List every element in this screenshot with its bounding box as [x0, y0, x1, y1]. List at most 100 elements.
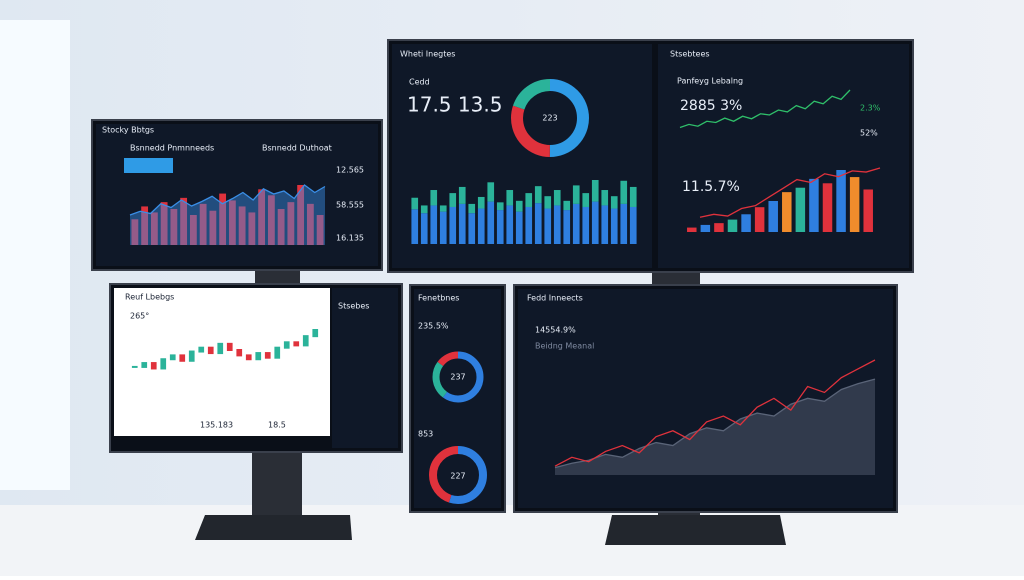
bar-segment	[506, 205, 514, 244]
bar-segment	[591, 201, 599, 244]
donut-segment	[429, 446, 487, 504]
bar-segment	[525, 206, 533, 244]
screen	[114, 288, 330, 436]
bar	[219, 193, 227, 245]
donut-label: 223	[542, 114, 557, 123]
big-value: 17.5 13.5	[407, 93, 502, 117]
bar	[687, 227, 697, 232]
bar-segment	[468, 213, 476, 244]
stand-base	[195, 515, 352, 540]
bar	[306, 203, 314, 245]
bar	[316, 215, 324, 245]
bar	[809, 178, 819, 232]
line	[554, 378, 876, 469]
big-value: 2885 3%	[680, 98, 742, 114]
label: Cedd	[409, 78, 430, 87]
candle	[198, 346, 205, 353]
subtitle: Beidng Meanal	[535, 342, 594, 351]
candle	[274, 346, 281, 359]
bar-segment	[544, 208, 552, 244]
bar	[714, 223, 724, 232]
bar-segment	[487, 182, 495, 202]
line	[554, 359, 876, 467]
bar-segment	[582, 206, 590, 244]
bar	[150, 212, 158, 245]
candle	[188, 350, 195, 362]
bar-segment	[496, 210, 504, 244]
candle	[207, 346, 214, 355]
value: 853	[418, 430, 433, 439]
candle	[179, 354, 186, 362]
bar-segment	[591, 180, 599, 202]
bar	[277, 209, 285, 245]
bar-segment	[629, 206, 637, 244]
tab[interactable]: Bsnnedd Duthoat	[262, 144, 332, 153]
bar	[836, 170, 846, 232]
bar-segment	[553, 190, 561, 206]
bar-segment	[487, 201, 495, 244]
screen	[518, 289, 893, 508]
bar	[141, 206, 149, 245]
bar	[170, 209, 178, 245]
bar-segment	[496, 202, 504, 211]
bar	[228, 200, 236, 245]
big-value: 265°	[130, 312, 149, 321]
bar-segment	[629, 186, 637, 207]
button[interactable]	[124, 158, 173, 173]
line	[679, 89, 851, 129]
candle	[283, 341, 290, 349]
bar	[863, 189, 873, 232]
bar	[131, 219, 139, 245]
tab[interactable]: Bsnnedd Pnmnneeds	[130, 144, 214, 153]
candle	[217, 342, 224, 355]
value: 135.183	[200, 421, 233, 430]
bar-segment	[439, 211, 447, 244]
bar	[238, 206, 246, 245]
donut-segment	[432, 351, 484, 403]
area	[130, 185, 325, 245]
candle	[245, 354, 252, 361]
bar-segment	[449, 193, 457, 207]
title: Stsebtees	[670, 50, 710, 59]
bar	[199, 203, 207, 245]
bar	[700, 224, 711, 232]
bar-segment	[515, 200, 523, 212]
bar-segment	[553, 205, 561, 244]
candle	[236, 349, 243, 357]
bar	[849, 177, 860, 232]
bar-segment	[601, 190, 609, 206]
bar	[180, 197, 188, 245]
bar	[267, 195, 275, 245]
title: Wheti Inegtes	[400, 50, 455, 59]
title: Reuf Lbebgs	[125, 293, 174, 302]
donut-segment	[432, 351, 484, 403]
bar-segment	[515, 211, 523, 244]
bar-segment	[477, 196, 485, 209]
stand	[252, 452, 302, 516]
bar	[209, 210, 217, 245]
value: 52%	[860, 129, 878, 138]
candle	[312, 329, 319, 338]
bar	[160, 202, 168, 245]
title: Fenetbnes	[418, 294, 459, 303]
title: Fedd Inneects	[527, 294, 583, 303]
bar-segment	[534, 203, 542, 244]
bar-segment	[563, 200, 571, 211]
label: Panfeyg Lebalng	[677, 77, 743, 86]
bar-segment	[420, 205, 428, 214]
donut-label: 237	[450, 373, 465, 382]
bar-segment	[420, 213, 428, 244]
bar	[189, 215, 197, 245]
donut-segment	[511, 79, 589, 157]
bar	[297, 185, 305, 245]
candle	[264, 352, 271, 359]
bar-segment	[582, 193, 590, 207]
bar-segment	[477, 208, 485, 244]
value: 16.135	[336, 234, 364, 243]
bar-segment	[468, 203, 476, 214]
candle	[169, 354, 176, 361]
stand	[652, 272, 700, 286]
window	[0, 20, 70, 490]
candle	[160, 358, 167, 370]
